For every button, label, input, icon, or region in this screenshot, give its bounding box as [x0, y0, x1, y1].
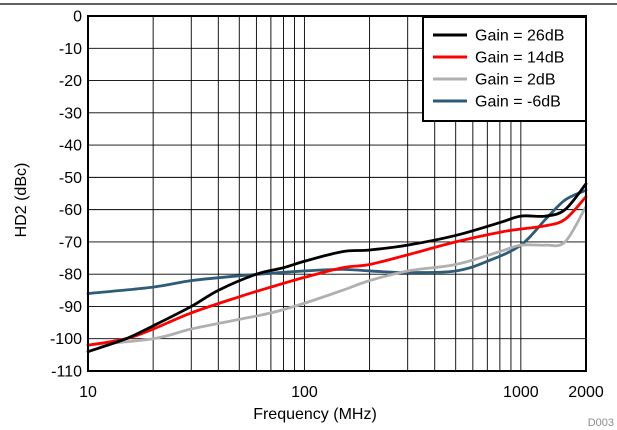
- series-line-2: [86, 205, 588, 347]
- tick-labels: 0 -10 -20 -30 -40 -50 -60 -70 -80 -90 -100 -110 10 10…: [50, 9, 604, 402]
- x-axis-title: Frequency (MHz): [253, 406, 377, 423]
- y-tick-label: -10: [59, 41, 82, 58]
- legend-label: Gain = 2dB: [475, 72, 556, 89]
- y-tick-label: -50: [59, 170, 82, 187]
- legend-label: Gain = 26dB: [475, 28, 564, 45]
- y-tick-label: -60: [59, 202, 82, 219]
- y-tick-label: -70: [59, 234, 82, 251]
- y-tick-label: -30: [59, 105, 82, 122]
- legend: Gain = 26dB Gain = 14dB Gain = 2dB Gain = -…: [422, 16, 587, 122]
- series-line-1: [86, 195, 588, 347]
- figure-id-label: D003: [588, 417, 614, 429]
- legend-label: Gain = 14dB: [475, 50, 564, 67]
- plot-frame: [87, 15, 587, 372]
- y-tick-label: -40: [59, 138, 82, 155]
- y-tick-label: -80: [59, 267, 82, 284]
- x-tick-label: 100: [291, 384, 318, 401]
- y-tick-label: -20: [59, 73, 82, 90]
- y-tick-label: 0: [73, 9, 82, 26]
- y-tick-label: -110: [51, 364, 82, 381]
- legend-label: Gain = -6dB: [475, 94, 561, 111]
- x-tick-label: 1000: [503, 384, 539, 401]
- series-layer: [86, 182, 588, 354]
- x-tick-label: 10: [79, 384, 97, 401]
- y-tick-label: -100: [50, 331, 82, 348]
- series-line-3: [86, 188, 588, 295]
- y-axis-title: HD2 (dBc): [13, 163, 30, 238]
- x-tick-label: 2000: [568, 384, 604, 401]
- series-line-0: [86, 182, 588, 354]
- y-tick-label: -90: [59, 299, 82, 316]
